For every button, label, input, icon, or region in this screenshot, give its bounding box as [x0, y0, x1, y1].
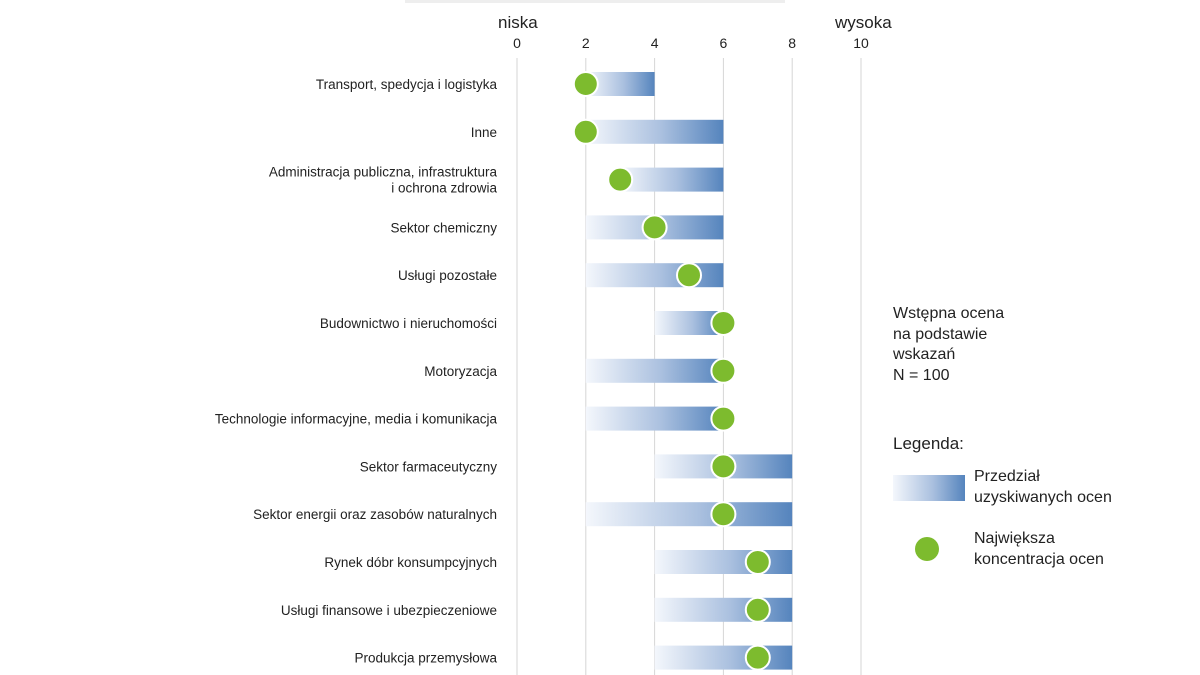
legend-dot-label: Największa koncentracja ocen: [974, 529, 1104, 570]
category-label: Inne: [471, 125, 497, 140]
peak-dot: [744, 644, 771, 671]
tick-label: 0: [513, 35, 521, 51]
peak-dot: [710, 357, 737, 384]
range-bar: [585, 119, 724, 144]
range-bar: [585, 358, 724, 383]
top-divider: [405, 0, 785, 3]
legend-dot-line: Największa: [974, 530, 1055, 547]
range-bar: [654, 645, 793, 670]
range-bar: [654, 597, 793, 622]
sample-note: Wstępna ocena na podstawie wskazań N = 1…: [893, 304, 1004, 386]
peak-dot: [572, 71, 599, 97]
axis-high-label: wysoka: [835, 13, 892, 32]
category-label: Produkcja przemysłowa: [354, 651, 497, 666]
peak-dot: [710, 501, 737, 528]
peak-dot: [744, 549, 771, 575]
category-label: Usługi pozostałe: [398, 268, 497, 283]
range-bar: [585, 502, 793, 527]
peak-dot: [607, 166, 634, 193]
legend-dot-swatch: [915, 537, 939, 561]
peak-dot: [572, 118, 599, 145]
tick-label: 4: [651, 35, 659, 51]
category-label: Technologie informacyjne, media i komuni…: [215, 412, 498, 427]
peak-dot: [710, 310, 737, 336]
note-line: wskazań: [893, 346, 956, 363]
range-bar: [585, 263, 724, 288]
category-label: Sektor farmaceutyczny: [360, 459, 498, 474]
note-line: N = 100: [893, 366, 950, 384]
range-bar: [654, 550, 793, 574]
category-label: Sektor energii oraz zasobów naturalnych: [253, 507, 497, 522]
peak-dot: [710, 453, 737, 480]
legend-title: Legenda:: [893, 434, 964, 453]
legend-range-line: uzyskiwanych ocen: [974, 488, 1112, 506]
category-label: Sektor chemiczny: [390, 220, 497, 235]
category-label: Rynek dóbr konsumpcyjnych: [324, 555, 497, 570]
note-line: Wstępna ocena: [893, 305, 1005, 322]
category-label: Budownictwo i nieruchomości: [320, 316, 497, 331]
range-bar: [620, 167, 724, 192]
legend-range-label: Przedział uzyskiwanych ocen: [974, 467, 1112, 508]
tick-label: 10: [853, 35, 869, 51]
tick-label: 2: [582, 35, 590, 51]
category-label: Administracja publiczna, infrastruktura i…: [269, 165, 498, 196]
legend-range-swatch: [893, 475, 965, 501]
peak-dot: [710, 405, 737, 432]
legend-dot-line: koncentracja ocen: [974, 550, 1104, 568]
category-label: Motoryzacja: [424, 364, 497, 379]
category-label: Transport, spedycja i logistyka: [316, 77, 498, 92]
range-bar: [585, 406, 724, 431]
tick-label: 8: [788, 35, 796, 51]
peak-dot: [676, 262, 702, 289]
peak-dot: [641, 214, 668, 241]
axis-low-label: niska: [498, 13, 538, 32]
peak-dot: [744, 596, 771, 623]
category-label: Usługi finansowe i ubezpieczeniowe: [281, 603, 497, 618]
legend-range-line: Przedział: [974, 468, 1040, 485]
note-line: na podstawie: [893, 325, 988, 343]
tick-label: 6: [720, 35, 728, 51]
